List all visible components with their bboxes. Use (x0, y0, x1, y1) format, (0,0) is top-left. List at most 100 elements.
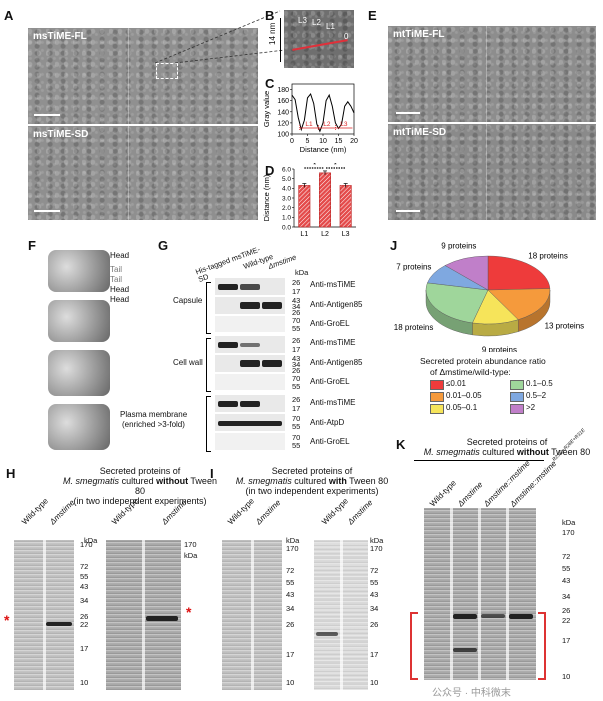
g-bracket (206, 282, 211, 334)
mw-label: 17 (292, 404, 301, 413)
i-lane-ko1: Δmstime (254, 497, 283, 527)
g-group-capsule: Capsule (173, 296, 203, 305)
y-axis-label: Gray value (262, 91, 271, 127)
mw-label: 26 (292, 366, 301, 375)
watermark: 公众号 · 中科微末 (432, 688, 511, 699)
mw-label: 26 (562, 606, 571, 615)
mw-label: 55 (292, 441, 301, 450)
k-lane-wt: Wild-type (428, 478, 458, 509)
g-bracket (206, 396, 211, 452)
mw-label: 34 (292, 360, 301, 369)
mw-label: 43 (80, 582, 89, 591)
h-title-line2: M. smegmatis cultured without Tween 80 (63, 476, 217, 496)
capsule-model-f (48, 250, 110, 452)
gel-k (424, 508, 536, 680)
mw-label: 70 (292, 433, 301, 442)
x-tick-label: 15 (335, 138, 343, 145)
mw-label: 22 (562, 616, 571, 625)
pie-label: 13 proteins (545, 321, 585, 330)
mw-label: 170 (562, 528, 575, 537)
y-axis-label: Distance (nm) (262, 174, 271, 221)
legend-swatch (510, 380, 524, 390)
panel-label-j: J (390, 238, 398, 253)
f-label-head: Head (110, 251, 130, 260)
x-tick-label: 20 (350, 138, 358, 145)
mw-label: 17 (80, 644, 89, 653)
panel-label-c: C (265, 76, 275, 91)
panel-label-f: F (28, 238, 36, 253)
y-tick-label: 6.0 (282, 166, 291, 173)
i-title-line2: M. smegmatis cultured with Tween 80 (235, 476, 389, 486)
i-kda-2: kDa (370, 536, 384, 545)
pie-label: 9 proteins (441, 242, 476, 250)
mw-label: 72 (370, 566, 379, 575)
bar (298, 185, 311, 228)
mw-label: 26 (292, 278, 301, 287)
f-label-tail: Tail (110, 265, 123, 274)
blot-membrane-groel (215, 433, 285, 450)
h-kda-1: kDa (84, 536, 98, 545)
mw-label: 10 (370, 678, 379, 687)
legend-label: 0.01–0.05 (446, 391, 482, 400)
pie-legend: ≤0.01 0.1–0.5 0.01–0.05 0.5–2 0.05–0.1 >2 (430, 379, 600, 432)
mw-label: 170 (286, 544, 299, 553)
blot-capsule-antigen85 (215, 297, 285, 314)
blot-membrane-mstime (215, 395, 285, 412)
scale-bar (396, 112, 420, 114)
x-tick-label: L1 (300, 231, 308, 238)
mw-label: 72 (562, 552, 571, 561)
zoom-dashed-lines (154, 10, 286, 64)
mw-label: 170 (80, 540, 93, 549)
em-image-a-bottom: msTiME-SD (28, 126, 258, 220)
mw-label: 55 (80, 572, 89, 581)
pie-label: 7 proteins (396, 263, 431, 272)
legend-swatch (430, 404, 444, 414)
gel-i-1 (222, 540, 282, 690)
blot-capsule-mstime (215, 278, 285, 295)
g-bracket (206, 338, 211, 392)
i-lane-wt1: Wild-type (226, 496, 256, 527)
mw-label: 26 (292, 308, 301, 317)
pie-slice (444, 255, 489, 291)
mw-label: 55 (562, 564, 571, 573)
mw-label: 55 (286, 578, 295, 587)
mw-label: 26 (80, 612, 89, 621)
j-legend-title1: Secreted protein abundance ratio (420, 356, 546, 366)
sig-star: * (334, 163, 337, 169)
kda-label: kDa (184, 551, 198, 560)
marker-label: L2 (323, 121, 331, 128)
f-label-head: Head (110, 285, 130, 294)
h-title: Secreted proteins of M. smegmatis cultur… (60, 466, 220, 506)
pie-label: 18 proteins (528, 251, 568, 260)
em-title-e-bottom: mtTiME-SD (393, 127, 447, 138)
bar-chart-d: 6.0 5.0 4.0 3.0 2.0 1.0 0.0 Distance (nm) L1 L2 L3… (262, 163, 356, 238)
panel-label-k: K (396, 437, 406, 452)
bar (339, 185, 352, 228)
ab-label: Anti-GroEL (310, 319, 350, 328)
scale-bar (34, 210, 60, 212)
f-label-tail: Tail (110, 275, 123, 284)
mw-label: 43 (292, 296, 301, 305)
h-star-right: * (186, 604, 192, 620)
mw-label: 34 (80, 596, 89, 605)
mw-label: 17 (286, 650, 295, 659)
mw-label: 43 (286, 590, 295, 599)
gel-h-2 (106, 540, 181, 690)
x-tick-label: 0 (290, 138, 294, 145)
y-tick-label: 5.0 (282, 176, 291, 183)
ab-label: Anti-msTiME (310, 280, 356, 289)
em-title-a-bottom: msTiME-SD (33, 129, 89, 140)
pie-slice (487, 288, 551, 320)
legend-label: ≤0.01 (446, 379, 466, 388)
blot-cellwall-antigen85 (215, 355, 285, 372)
gel-i-2 (314, 540, 368, 690)
k-title: Secreted proteins of M. smegmatis cultur… (412, 437, 602, 457)
i-mw-1: 170 72 55 43 34 26 17 10 (286, 540, 312, 690)
mw-label: 55 (292, 422, 301, 431)
ab-label: Anti-msTiME (310, 398, 356, 407)
x-tick-label: L2 (321, 231, 329, 238)
panel-label-i: I (210, 466, 214, 481)
g-kda: kDa (295, 268, 309, 277)
h-title-line3: (in two independent experiments) (73, 496, 207, 506)
